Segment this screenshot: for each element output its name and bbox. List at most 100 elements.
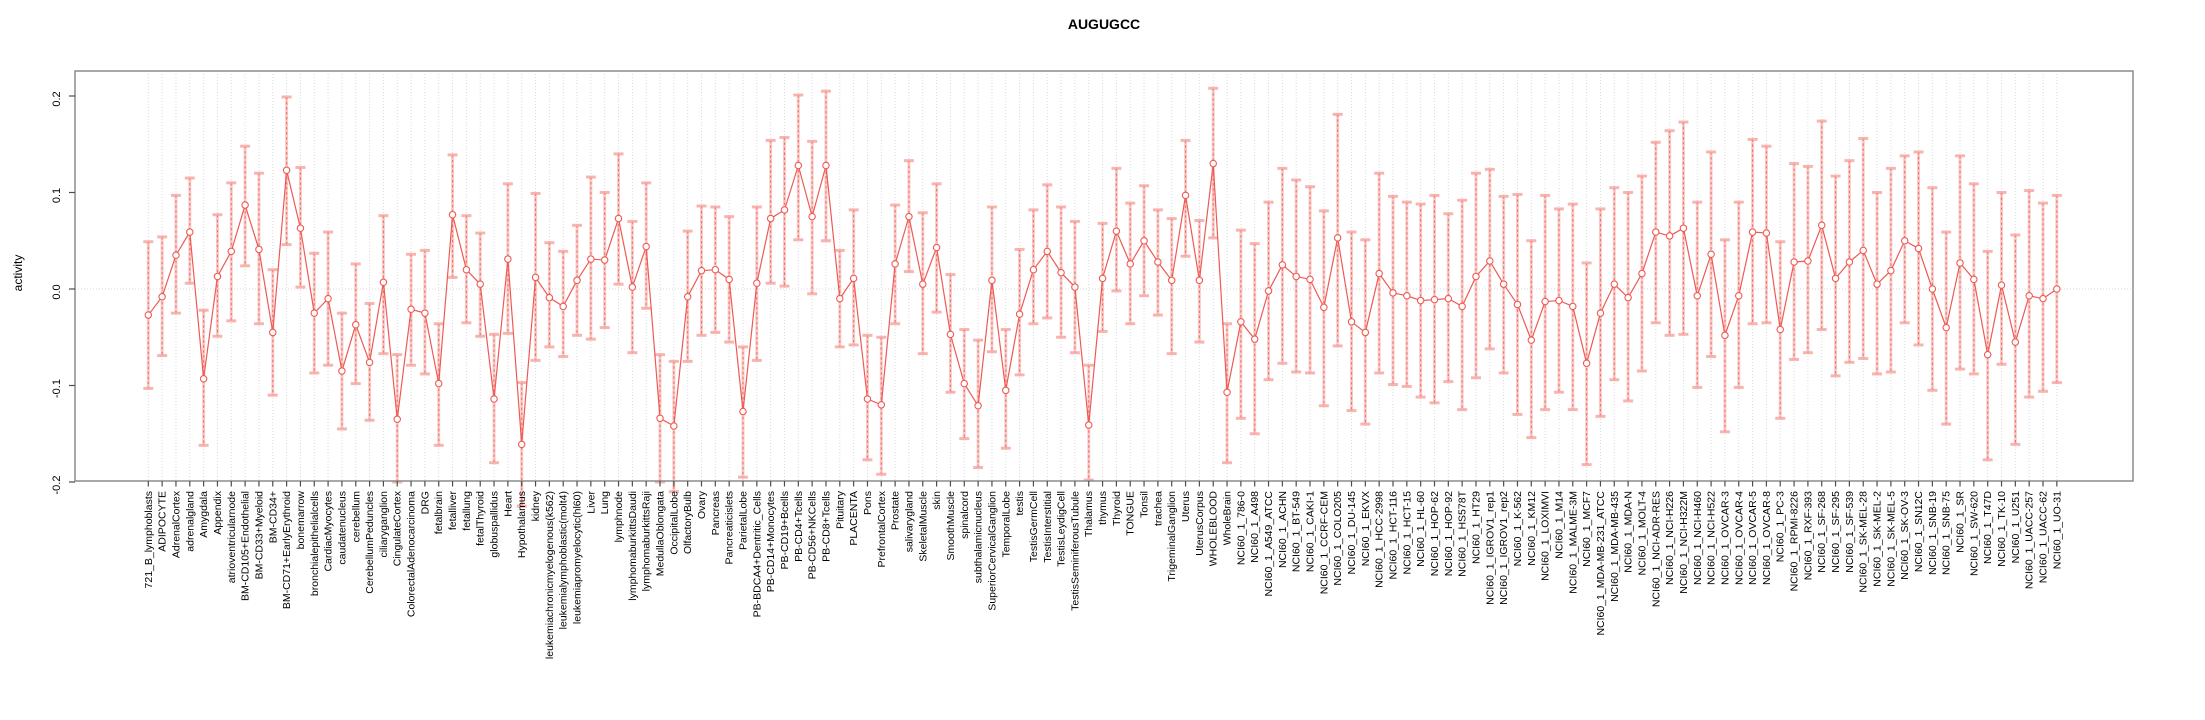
data-point xyxy=(365,358,374,367)
axis-label: globuspallidus xyxy=(489,491,501,558)
data-point xyxy=(1250,335,1259,343)
axis-label: cerebellum xyxy=(350,491,362,543)
axis-label: CardiacMyocytes xyxy=(323,491,335,572)
axis-label: fetalbrain xyxy=(433,491,445,534)
data-point xyxy=(1195,276,1204,285)
axis-label: fetalThyroid xyxy=(475,491,487,546)
data-point xyxy=(213,272,222,281)
data-point xyxy=(1983,350,1992,359)
data-point xyxy=(628,283,637,291)
data-point xyxy=(600,256,609,264)
data-point xyxy=(1679,224,1688,232)
axis-label: PB-BDCA4+Dentritic_Cells xyxy=(751,491,763,617)
axis-label: NCI60_1_OVCAR-8 xyxy=(1761,491,1773,585)
data-point xyxy=(1167,276,1176,285)
data-points xyxy=(144,159,2061,449)
axis-label: PB-CD19+Bcells xyxy=(779,491,791,570)
axis-label: PB-CD4+Tcells xyxy=(793,491,805,562)
axis-label: NCI60_1_NCI-H226 xyxy=(1664,491,1676,585)
axis-label: -0.2 xyxy=(51,476,63,495)
data-point xyxy=(144,311,153,319)
axis-label: NCI60_1_ACHN xyxy=(1277,491,1289,568)
data-point xyxy=(2039,294,2047,303)
data-point xyxy=(683,292,692,301)
data-point xyxy=(1513,300,1522,309)
axis-label: SuperiorCervicalGanglion xyxy=(986,491,998,611)
axis-label: TestisLeydigCell xyxy=(1056,491,1068,567)
data-point xyxy=(1084,421,1093,429)
data-point xyxy=(697,266,706,275)
data-point xyxy=(1638,269,1646,278)
axis-label: ParietalLobe xyxy=(737,491,749,550)
axis-label: kidney xyxy=(530,490,542,521)
axis-label: NCI60_1_SF-539 xyxy=(1844,491,1856,573)
data-point xyxy=(269,328,277,337)
axis-label: PB-CD8+Tcells xyxy=(820,491,832,562)
data-point xyxy=(2025,292,2033,300)
axis-label: TestisInterstitial xyxy=(1042,491,1054,563)
axis-label: NCI60_1_NCI-H322M xyxy=(1678,491,1690,594)
axis-label: NCI60_1_786-0 xyxy=(1235,491,1247,565)
axis-label: DRG xyxy=(419,491,431,514)
axis-label: TONGUE xyxy=(1125,491,1137,536)
axis-label: testis xyxy=(1014,491,1026,516)
data-point xyxy=(1181,191,1190,200)
data-point xyxy=(1928,285,1937,293)
axis-label: SkeletalMuscle xyxy=(917,491,929,562)
axis-label: CerebellumPeduncles xyxy=(364,491,376,594)
data-point xyxy=(822,161,830,170)
data-point xyxy=(393,415,401,424)
axis-label: NCI60_1_UACC-257 xyxy=(2024,491,2036,589)
axis-label: BM-CD105+Endothelial xyxy=(240,491,252,601)
data-point xyxy=(2053,285,2061,293)
axis-label: NCI60_1_BT-549 xyxy=(1291,491,1303,572)
axis-label: Liver xyxy=(585,491,597,514)
data-point xyxy=(711,265,720,274)
axis-label: TestisGermCell xyxy=(1028,491,1040,562)
data-point xyxy=(1652,228,1660,236)
data-point xyxy=(1831,274,1840,283)
data-point xyxy=(780,206,789,214)
data-point xyxy=(1541,297,1549,306)
data-point xyxy=(1472,272,1480,281)
data-point xyxy=(1762,229,1771,237)
data-point xyxy=(725,275,733,284)
axis-label: PLACENTA xyxy=(848,491,860,546)
axis-label: NCI60_1_K-562 xyxy=(1512,491,1524,566)
data-point xyxy=(1057,268,1065,277)
axis-label: leukemiachronicmyelogenous(k562) xyxy=(544,491,556,659)
data-point xyxy=(2011,338,2020,346)
data-point xyxy=(1596,309,1605,317)
data-point xyxy=(1458,302,1466,311)
axis-label: NCI60_1_A498 xyxy=(1249,491,1261,563)
axis-label: Amygdala xyxy=(198,491,210,538)
axis-label: NCI60_1_LOXIMVI xyxy=(1540,491,1552,581)
axis-label: NCI60_1_UACC-62 xyxy=(2038,491,2050,583)
axis-label: NCI60_1_NCI-ADR-RES xyxy=(1650,491,1662,607)
axis-label: NCI60_1_HT29 xyxy=(1470,491,1482,564)
data-point xyxy=(1817,221,1826,230)
data-point xyxy=(1582,359,1591,368)
data-point xyxy=(199,374,208,383)
data-point xyxy=(1776,325,1784,334)
data-point xyxy=(1347,318,1356,326)
data-point xyxy=(1444,294,1453,303)
axis-label: BM-CD71+EarlyErythroid xyxy=(281,491,293,609)
axis-label: NCI60_1_T47D xyxy=(1982,491,1994,564)
data-point xyxy=(1416,296,1425,305)
axis-label: leukemiapromyelocytic(hl60) xyxy=(572,491,584,624)
axis-label: NCI60_1_HCT-15 xyxy=(1401,491,1413,575)
data-point xyxy=(172,251,180,259)
data-point xyxy=(1043,247,1052,256)
axis-label: spinalcord xyxy=(959,491,971,539)
data-point xyxy=(476,280,484,288)
axis-label: lymphomaburkittsDaudi xyxy=(627,491,639,601)
axis-label: NCI60_1_OVCAR-3 xyxy=(1719,491,1731,585)
data-point xyxy=(1071,283,1079,291)
data-point xyxy=(324,294,332,303)
data-point xyxy=(1015,310,1024,318)
data-point xyxy=(1624,293,1632,302)
data-point xyxy=(1403,292,1411,300)
axis-label: NCI60_1_HCC-2998 xyxy=(1374,491,1386,588)
